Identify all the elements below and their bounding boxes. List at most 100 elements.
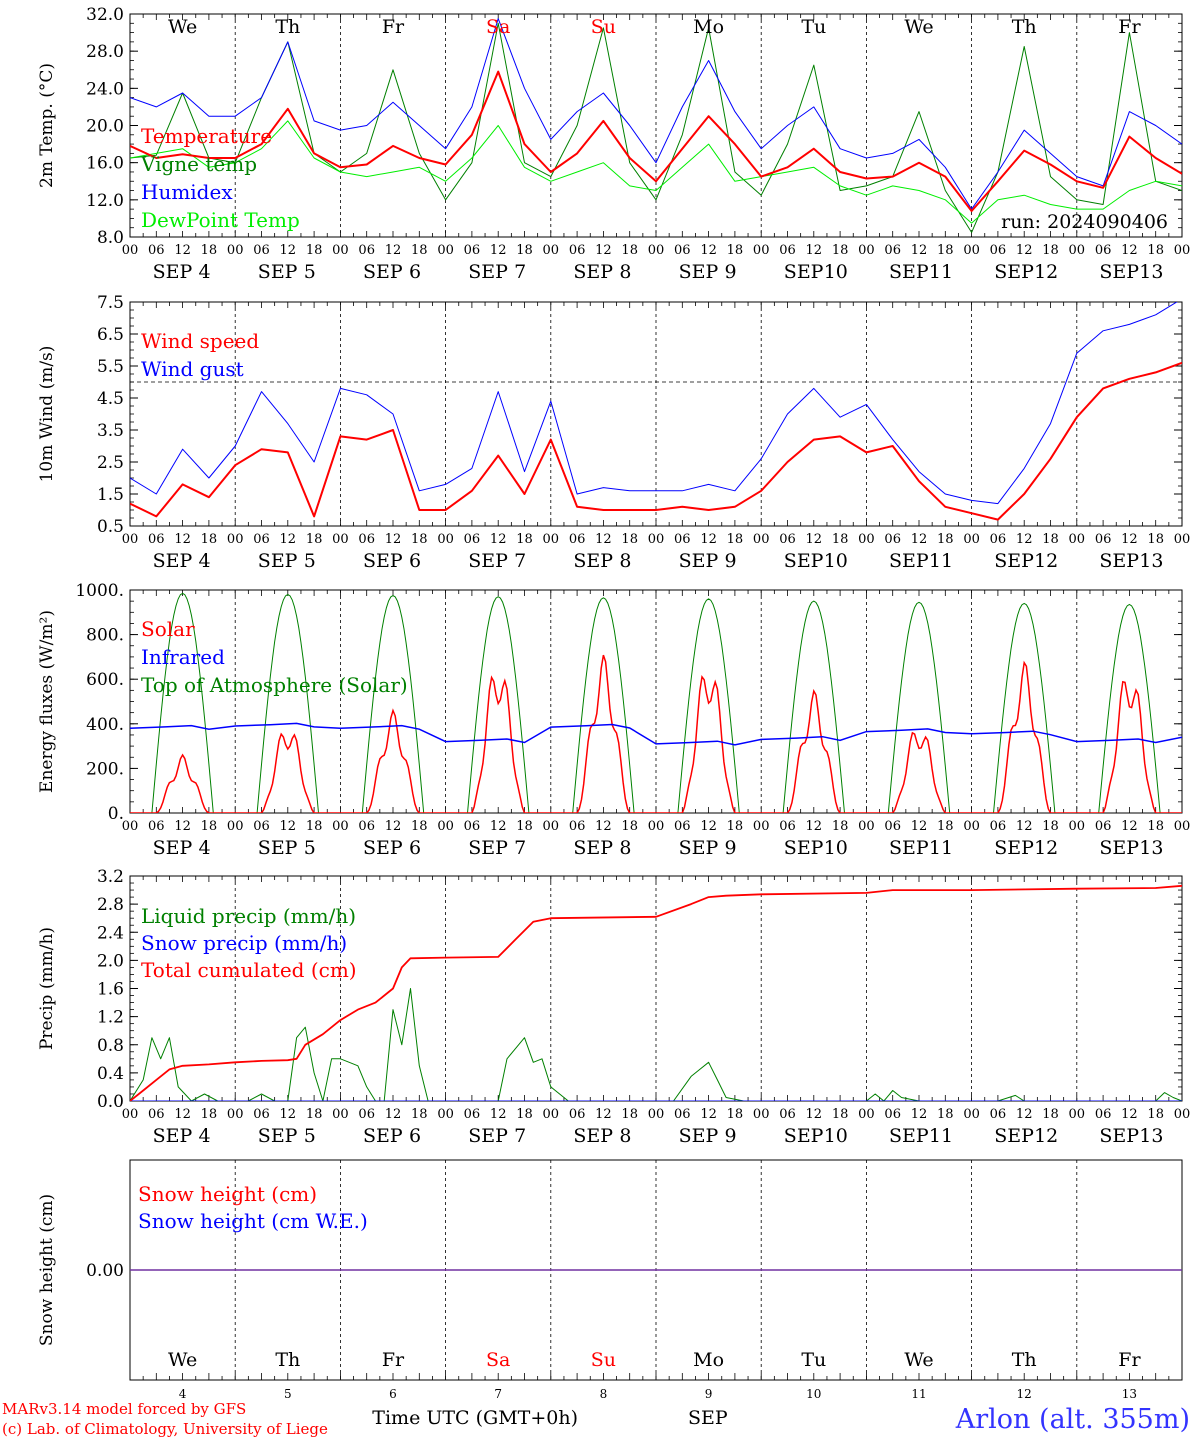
x-hour-label: 18: [937, 819, 954, 834]
x-hour-label: 00: [963, 532, 980, 547]
weekday-label: Th: [275, 1349, 300, 1371]
x-day-number: 11: [911, 1387, 926, 1401]
copyright-credit: (c) Lab. of Climatology, University of L…: [2, 1420, 328, 1438]
x-day-label: 4: [199, 261, 211, 283]
x-day-label: 10: [824, 550, 848, 572]
series-line-toa: [130, 592, 1182, 813]
x-hour-label: 00: [858, 243, 875, 258]
x-hour-label: 00: [648, 819, 665, 834]
series-line-1: [130, 302, 1178, 505]
y-tick-label: 1.5: [97, 485, 124, 505]
x-hour-label: 00: [858, 1107, 875, 1122]
weekday-label: Sa: [486, 1349, 510, 1371]
x-month-label: SEP: [994, 261, 1034, 283]
x-hour-label: 12: [806, 1107, 823, 1122]
x-hour-label: 06: [358, 1107, 375, 1122]
x-hour-label: 00: [648, 243, 665, 258]
x-month-label: SEP: [573, 1125, 613, 1147]
x-day-label: 13: [1139, 261, 1163, 283]
x-hour-label: 12: [1016, 819, 1033, 834]
y-tick-label: 400.: [86, 715, 124, 735]
x-hour-label: 06: [990, 1107, 1007, 1122]
x-day-label: 5: [304, 1125, 316, 1147]
temperature-lines: [130, 18, 1182, 233]
x-hour-label: 12: [385, 243, 402, 258]
weekday-label: We: [168, 1349, 197, 1371]
x-day-label: 6: [409, 837, 421, 859]
x-month-label: SEP: [889, 1125, 929, 1147]
x-month-label: SEP: [889, 261, 929, 283]
x-hour-label: 00: [543, 243, 560, 258]
x-hour-label: 00: [332, 1107, 349, 1122]
x-hour-label: 12: [1016, 1107, 1033, 1122]
x-month-label: SEP: [889, 837, 929, 859]
x-day-label: 5: [304, 261, 316, 283]
legend-entry: Wind gust: [141, 357, 244, 381]
x-month-label: SEP: [573, 837, 613, 859]
x-day-label: 8: [619, 837, 631, 859]
x-day-label: 6: [409, 1125, 421, 1147]
x-hour-label: 00: [122, 243, 139, 258]
weekday-label: Su: [591, 16, 616, 38]
x-hour-label: 00: [858, 819, 875, 834]
panel-4: Precip (mm/h) 0.0 0.4 0.8 1.2 1.6 2.0 2.4 2.8 3.2…: [37, 867, 1190, 1147]
x-month-label: SEP: [363, 261, 403, 283]
x-month-label: SEP: [573, 550, 613, 572]
x-day-label: 11: [929, 1125, 953, 1147]
x-hour-label: 12: [1016, 243, 1033, 258]
x-day-label: 12: [1034, 550, 1058, 572]
x-hour-label: 12: [1121, 819, 1138, 834]
x-hour-label: 00: [1174, 532, 1191, 547]
x-day-number: 9: [705, 1387, 713, 1401]
x-month-label: SEP: [573, 261, 613, 283]
x-hour-label: 18: [621, 243, 638, 258]
x-hour-label: 12: [174, 243, 191, 258]
x-month-label: SEP: [258, 550, 298, 572]
x-day-label: 13: [1139, 1125, 1163, 1147]
x-hour-label: 06: [990, 532, 1007, 547]
y-tick-label: 16.0: [86, 154, 124, 174]
x-hour-label: 00: [227, 819, 244, 834]
x-hour-label: 06: [253, 532, 270, 547]
y-tick-label: 7.5: [97, 293, 124, 313]
x-month-label: SEP: [468, 261, 508, 283]
x-hour-label: 00: [332, 243, 349, 258]
x-hour-label: 18: [1042, 243, 1059, 258]
x-hour-label: 18: [727, 532, 744, 547]
weekday-label: Th: [1012, 1349, 1037, 1371]
x-day-label: 6: [409, 550, 421, 572]
x-hour-label: 12: [806, 532, 823, 547]
x-hour-label: 18: [411, 819, 428, 834]
x-month-label: SEP: [679, 837, 719, 859]
x-hour-label: 00: [963, 1107, 980, 1122]
x-day-label: 12: [1034, 1125, 1058, 1147]
x-hour-label: 12: [280, 1107, 297, 1122]
run-annotation: run: 2024090406: [1001, 211, 1168, 233]
legend-entry: Solar: [141, 617, 195, 641]
series-line-infrared: [130, 722, 1182, 746]
x-month-label: SEP: [468, 1125, 508, 1147]
x-hour-label: 12: [700, 243, 717, 258]
y-tick-label: 0.00: [86, 1261, 124, 1281]
x-hour-label: 06: [1095, 243, 1112, 258]
weekday-label: Su: [591, 1349, 616, 1371]
x-hour-label: 18: [727, 819, 744, 834]
x-day-label: 10: [824, 261, 848, 283]
series-line-3: [130, 120, 1182, 224]
x-hour-label: 18: [1147, 532, 1164, 547]
x-month-label: SEP: [679, 550, 719, 572]
x-hour-label: 18: [832, 532, 849, 547]
x-hour-label: 12: [174, 1107, 191, 1122]
x-month-label: SEP: [1099, 1125, 1139, 1147]
x-hour-label: 06: [1095, 1107, 1112, 1122]
x-hour-label: 00: [753, 819, 770, 834]
x-hour-label: 00: [227, 1107, 244, 1122]
y-tick-label: 32.0: [86, 5, 124, 25]
x-hour-label: 06: [464, 243, 481, 258]
x-day-label: 4: [199, 1125, 211, 1147]
x-month-label: SEP: [153, 1125, 193, 1147]
legend-entry: Wind speed: [141, 329, 259, 353]
x-hour-label: 12: [595, 532, 612, 547]
x-hour-label: 06: [674, 243, 691, 258]
x-hour-label: 18: [621, 1107, 638, 1122]
